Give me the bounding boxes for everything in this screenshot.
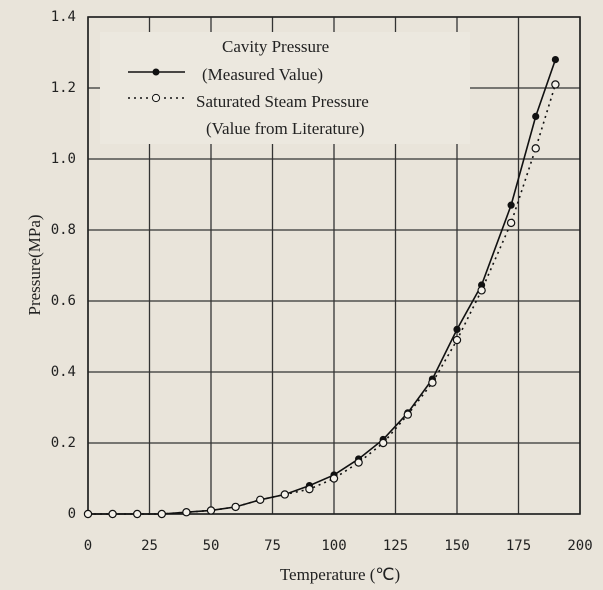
data-point <box>83 509 93 519</box>
x-tick-label: 175 <box>506 538 531 554</box>
y-tick-label: 1.4 <box>51 9 76 25</box>
y-axis-label: Pressure(MPa) <box>25 214 44 315</box>
data-point <box>329 474 339 483</box>
y-tick-label: 0 <box>68 506 76 522</box>
x-tick-label: 25 <box>141 538 158 554</box>
x-axis-label: Temperature (℃) <box>280 565 400 584</box>
x-tick-label: 50 <box>203 538 220 554</box>
data-point <box>157 509 166 519</box>
y-tick-label: 1.2 <box>51 80 76 96</box>
x-tick-label: 150 <box>444 538 469 554</box>
data-point <box>532 112 540 121</box>
y-tick-label: 0.6 <box>51 293 76 309</box>
x-tick-label: 75 <box>264 538 281 554</box>
data-point <box>551 80 560 89</box>
data-point <box>132 509 142 519</box>
data-point <box>108 509 117 519</box>
legend-label: Saturated Steam Pressure <box>196 92 369 111</box>
y-tick-label: 0.4 <box>51 364 76 380</box>
data-point <box>280 490 289 499</box>
data-point <box>452 335 462 345</box>
x-tick-label: 200 <box>567 538 592 554</box>
data-point <box>428 378 437 387</box>
data-point <box>507 201 515 209</box>
data-point <box>354 458 363 467</box>
x-tick-label: 100 <box>321 538 346 554</box>
data-point <box>453 325 461 333</box>
legend-label: Cavity Pressure <box>222 37 329 56</box>
data-point <box>403 410 412 419</box>
data-point <box>206 506 216 515</box>
plot-frame <box>87 16 581 515</box>
data-point <box>182 508 191 517</box>
legend-note: (Measured Value) <box>202 65 323 84</box>
data-point <box>379 438 388 448</box>
legend-background <box>100 32 470 144</box>
x-tick-label: 125 <box>383 538 408 554</box>
data-point <box>305 484 314 494</box>
data-point <box>231 502 240 512</box>
data-point <box>531 144 540 153</box>
data-point <box>551 55 560 64</box>
data-point <box>506 218 516 228</box>
legend-note: (Value from Literature) <box>206 119 365 138</box>
legend-marker <box>151 93 161 103</box>
x-tick-label: 0 <box>84 538 92 554</box>
data-point <box>477 286 486 295</box>
y-tick-label: 1.0 <box>51 151 76 167</box>
y-tick-label: 0.2 <box>51 435 76 451</box>
data-point <box>256 495 265 504</box>
legend-marker <box>152 68 160 76</box>
y-tick-label: 0.8 <box>51 222 76 238</box>
